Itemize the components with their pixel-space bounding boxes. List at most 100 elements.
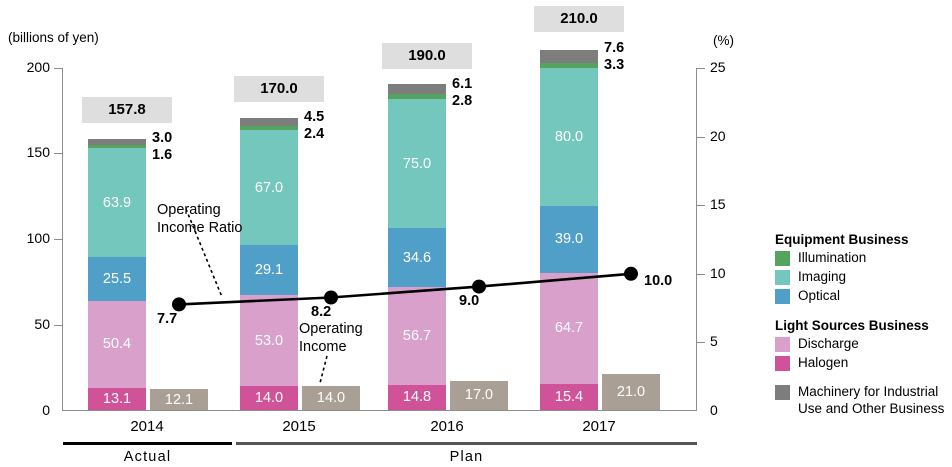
segment-halogen-2017[interactable]: 15.4 bbox=[540, 383, 598, 410]
left-axis-unit-label: (billions of yen) bbox=[8, 30, 99, 45]
left-axis-line bbox=[62, 68, 63, 411]
annotation-income-line1: Operating bbox=[299, 321, 363, 337]
legend-group-title-equipment: Equipment Business bbox=[775, 232, 909, 247]
total-badge-2014: 157.8 bbox=[82, 97, 172, 123]
legend-label-machinery-line2: Use and Other Business bbox=[798, 401, 945, 417]
label-illumination-2014: 1.6 bbox=[152, 147, 173, 163]
right-tick-label-20: 20 bbox=[710, 127, 726, 144]
right-tick-20 bbox=[697, 136, 705, 138]
right-axis-unit-label: (%) bbox=[713, 33, 734, 48]
legend: Equipment Business Illumination Imaging … bbox=[775, 232, 947, 420]
total-badge-2015: 170.0 bbox=[234, 76, 324, 102]
segment-halogen-2016[interactable]: 14.8 bbox=[388, 384, 446, 410]
stacked-bar-2015[interactable]: 14.0 53.0 29.1 67.0 bbox=[240, 118, 298, 410]
annotation-ratio-line2: Income Ratio bbox=[157, 220, 243, 237]
legend-item-discharge[interactable]: Discharge bbox=[775, 336, 947, 353]
left-tick-100 bbox=[54, 239, 62, 240]
legend-item-machinery[interactable]: Machinery for Industrial Use and Other B… bbox=[775, 384, 947, 418]
segment-discharge-2017[interactable]: 64.7 bbox=[540, 272, 598, 384]
segment-machinery-2017[interactable] bbox=[540, 49, 598, 63]
label-illumination-2015: 2.4 bbox=[304, 126, 325, 142]
legend-label-optical: Optical bbox=[798, 287, 841, 303]
segment-imaging-2014[interactable]: 63.9 bbox=[88, 147, 146, 258]
segment-halogen-2015[interactable]: 14.0 bbox=[240, 386, 298, 410]
period-bar-plan bbox=[236, 442, 697, 445]
segment-optical-2016[interactable]: 34.6 bbox=[388, 227, 446, 288]
legend-swatch-imaging bbox=[775, 269, 790, 285]
left-tick-50 bbox=[54, 325, 62, 326]
legend-item-halogen[interactable]: Halogen bbox=[775, 355, 947, 372]
ratio-marker-2015 bbox=[324, 290, 338, 305]
segment-machinery-2014[interactable] bbox=[88, 139, 146, 145]
operating-income-bar-2016[interactable]: 17.0 bbox=[450, 380, 508, 410]
right-tick-15 bbox=[697, 205, 705, 207]
legend-label-imaging: Imaging bbox=[798, 268, 847, 284]
legend-label-discharge: Discharge bbox=[798, 335, 859, 351]
annotation-income-line2: Income bbox=[299, 339, 347, 356]
segment-optical-2017[interactable]: 39.0 bbox=[540, 205, 598, 273]
legend-swatch-discharge bbox=[775, 336, 790, 352]
right-tick-label-0: 0 bbox=[710, 402, 718, 418]
ratio-marker-2014 bbox=[172, 297, 186, 312]
legend-label-machinery-line1: Machinery for Industrial bbox=[798, 384, 939, 400]
segment-halogen-2014[interactable]: 13.1 bbox=[88, 387, 146, 410]
ratio-marker-2017 bbox=[624, 266, 638, 281]
legend-swatch-machinery bbox=[775, 385, 790, 401]
segment-discharge-2014[interactable]: 50.4 bbox=[88, 301, 146, 388]
operating-income-bar-2015[interactable]: 14.0 bbox=[302, 386, 360, 410]
annotation-operating-income: Operating Income bbox=[299, 320, 363, 356]
segment-imaging-2017[interactable]: 80.0 bbox=[540, 68, 598, 206]
label-machinery-2016: 6.1 bbox=[452, 76, 473, 92]
segment-illumination-2015[interactable] bbox=[240, 126, 298, 131]
right-tick-25 bbox=[697, 68, 705, 69]
ratio-value-2017: 10.0 bbox=[644, 273, 673, 289]
legend-item-imaging[interactable]: Imaging bbox=[775, 269, 947, 286]
right-tick-label-5: 5 bbox=[710, 333, 718, 350]
segment-optical-2014[interactable]: 25.5 bbox=[88, 257, 146, 302]
segment-machinery-2015[interactable] bbox=[240, 118, 298, 127]
segment-discharge-2016[interactable]: 56.7 bbox=[388, 287, 446, 385]
right-tick-10 bbox=[697, 273, 705, 275]
right-tick-label-25: 25 bbox=[710, 59, 726, 75]
period-bar-actual bbox=[63, 442, 232, 445]
segment-optical-2015[interactable]: 29.1 bbox=[240, 245, 298, 296]
ratio-value-2015: 8.2 bbox=[311, 304, 332, 320]
segment-discharge-2015[interactable]: 53.0 bbox=[240, 295, 298, 386]
segment-illumination-2014[interactable] bbox=[88, 145, 146, 148]
legend-item-optical[interactable]: Optical bbox=[775, 288, 947, 305]
left-tick-label-150: 150 bbox=[26, 144, 50, 160]
segment-machinery-2016[interactable] bbox=[388, 83, 446, 95]
operating-income-bar-2017[interactable]: 21.0 bbox=[602, 373, 660, 410]
stacked-bar-2017[interactable]: 15.4 64.7 39.0 80.0 bbox=[540, 49, 598, 410]
total-badge-2017: 210.0 bbox=[534, 6, 624, 32]
total-badge-2016: 190.0 bbox=[382, 43, 472, 69]
right-axis-line bbox=[696, 68, 697, 411]
operating-income-bar-2014[interactable]: 12.1 bbox=[150, 389, 208, 410]
segment-imaging-2016[interactable]: 75.0 bbox=[388, 99, 446, 228]
legend-spacer-1 bbox=[775, 307, 947, 318]
legend-group-title-light-sources: Light Sources Business bbox=[775, 317, 929, 333]
legend-swatch-optical bbox=[775, 288, 790, 304]
ratio-value-2016: 9.0 bbox=[459, 293, 480, 309]
segment-illumination-2016[interactable] bbox=[388, 94, 446, 100]
x-label-2017: 2017 bbox=[582, 418, 616, 435]
x-label-2015: 2015 bbox=[282, 418, 316, 435]
legend-label-illumination: Illumination bbox=[798, 250, 867, 265]
left-tick-200 bbox=[54, 68, 62, 69]
label-machinery-2014: 3.0 bbox=[152, 130, 173, 146]
stacked-bar-2014[interactable]: 13.1 50.4 25.5 63.9 bbox=[88, 139, 146, 410]
baseline-axis bbox=[62, 410, 697, 411]
segment-illumination-2017[interactable] bbox=[540, 62, 598, 69]
legend-item-illumination[interactable]: Illumination bbox=[775, 250, 947, 267]
right-tick-5 bbox=[697, 342, 705, 344]
left-tick-label-50: 50 bbox=[34, 316, 50, 332]
legend-swatch-halogen bbox=[775, 355, 790, 371]
right-tick-label-10: 10 bbox=[710, 264, 726, 281]
stacked-bar-2016[interactable]: 14.8 56.7 34.6 75.0 bbox=[388, 83, 446, 410]
segment-imaging-2015[interactable]: 67.0 bbox=[240, 130, 298, 246]
left-tick-label-100: 100 bbox=[26, 230, 50, 246]
x-label-2014: 2014 bbox=[130, 418, 164, 435]
label-illumination-2017: 3.3 bbox=[604, 57, 625, 73]
annotation-ratio-line1: Operating bbox=[157, 202, 221, 218]
period-label-actual: Actual bbox=[123, 449, 172, 465]
